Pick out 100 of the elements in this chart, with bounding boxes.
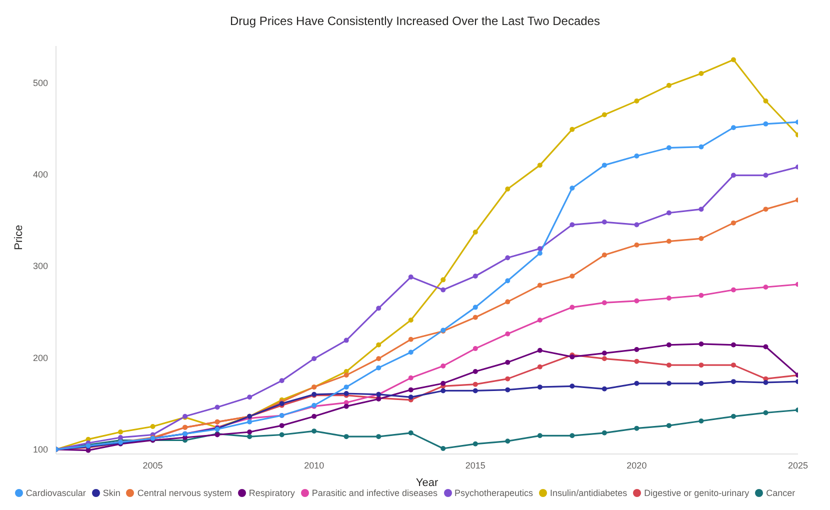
point: [505, 438, 510, 444]
point: [634, 154, 640, 159]
point: [730, 125, 736, 130]
point: [698, 341, 704, 346]
point: [570, 384, 575, 389]
x-tick-label: 2025: [788, 460, 808, 470]
point: [312, 428, 317, 434]
point: [408, 394, 414, 400]
point: [408, 430, 414, 436]
point: [602, 350, 607, 356]
x-tick-label: 2015: [465, 460, 486, 470]
point: [279, 423, 284, 428]
point: [344, 372, 349, 378]
point: [666, 145, 672, 150]
point: [570, 186, 575, 191]
point: [408, 375, 414, 380]
point: [634, 242, 640, 248]
point: [698, 292, 704, 298]
point: [634, 358, 640, 364]
point: [570, 274, 575, 279]
point: [344, 338, 349, 343]
point: [537, 433, 542, 438]
point: [537, 162, 542, 168]
point: [666, 423, 672, 428]
point: [118, 429, 124, 434]
point: [505, 299, 510, 304]
legend-label: Cardiovascular: [24, 488, 86, 498]
point: [666, 342, 672, 348]
point: [376, 342, 382, 348]
point: [730, 362, 736, 368]
point: [376, 434, 382, 440]
legend-label: Psychotherapeutics: [454, 488, 534, 498]
point: [698, 362, 704, 368]
point: [602, 162, 607, 168]
point: [730, 172, 736, 178]
point: [344, 384, 349, 390]
point: [698, 144, 704, 150]
legend-label: Skin: [102, 488, 120, 498]
point: [505, 255, 510, 260]
point: [666, 82, 672, 88]
point: [698, 71, 704, 76]
point: [634, 346, 640, 352]
point: [666, 380, 672, 386]
point: [730, 342, 736, 348]
point: [634, 222, 640, 228]
y-axis-title: Price: [12, 224, 25, 250]
point: [472, 304, 478, 310]
point: [247, 429, 252, 434]
point: [312, 356, 317, 362]
point: [505, 331, 510, 336]
point: [408, 336, 414, 342]
point: [440, 277, 446, 282]
point: [472, 230, 478, 235]
point: [730, 379, 736, 384]
point: [408, 350, 414, 355]
legend-label: Digestive or genito-urinary: [643, 488, 750, 498]
legend-label: Insulin/antidiabetes: [549, 488, 628, 498]
point: [730, 220, 736, 226]
point: [376, 306, 382, 311]
point: [634, 380, 640, 386]
point: [312, 414, 317, 419]
point: [666, 210, 672, 216]
point: [472, 346, 478, 352]
point: [570, 304, 575, 310]
y-tick-label: 300: [32, 261, 48, 272]
point: [376, 356, 382, 362]
x-tick-label: 2010: [304, 460, 324, 470]
point: [602, 252, 607, 258]
point: [730, 287, 736, 292]
point: [730, 57, 736, 62]
y-tick-label: 500: [32, 78, 48, 88]
point: [505, 278, 510, 284]
point: [537, 246, 542, 252]
point: [472, 274, 478, 279]
point: [698, 380, 704, 386]
point: [279, 432, 284, 438]
point: [472, 388, 478, 394]
point: [537, 364, 542, 370]
point: [537, 348, 542, 353]
point: [247, 419, 252, 424]
point: [376, 365, 382, 370]
point: [440, 446, 446, 451]
point: [505, 186, 510, 192]
point: [247, 434, 252, 440]
point: [602, 356, 607, 362]
point: [440, 363, 446, 368]
point: [472, 368, 478, 374]
point: [408, 318, 414, 323]
point: [214, 404, 220, 410]
point: [763, 121, 768, 126]
legend-label: Respiratory: [248, 488, 295, 498]
point: [763, 172, 768, 178]
point: [472, 314, 478, 320]
point: [602, 430, 607, 436]
point: [440, 380, 446, 386]
point: [602, 386, 607, 392]
point: [118, 434, 124, 440]
x-axis-title: Year: [416, 477, 438, 489]
point: [666, 362, 672, 368]
point: [666, 296, 672, 301]
